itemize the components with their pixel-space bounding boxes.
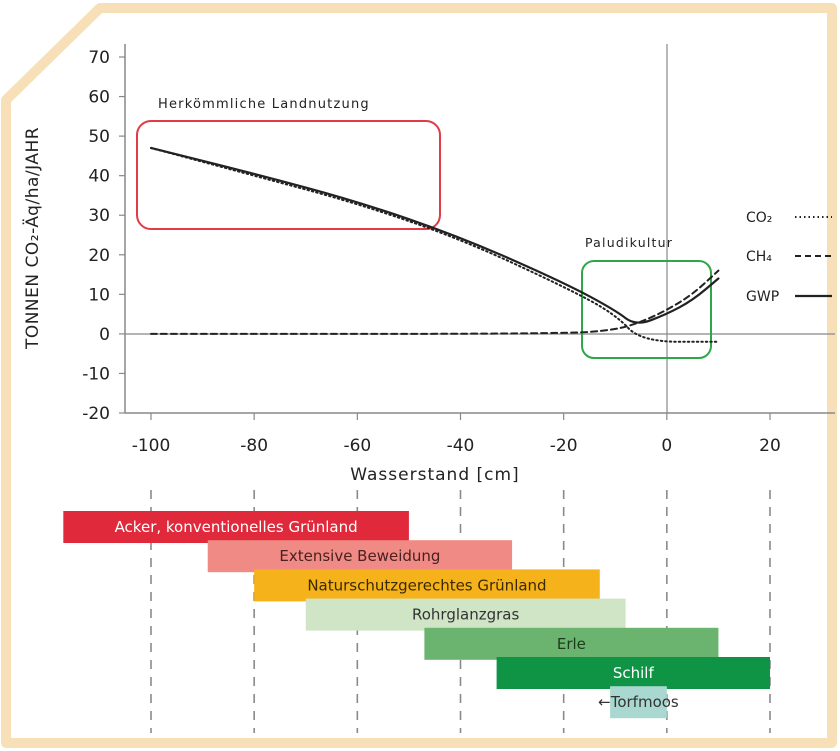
land-use-label: Erle xyxy=(557,635,586,653)
paludi-box xyxy=(581,260,712,359)
y-tick-label: 60 xyxy=(88,88,110,108)
paludi-label: Paludikultur xyxy=(585,235,673,250)
land-use-label: Acker, konventionelles Grünland xyxy=(115,518,358,536)
land-use-label: Naturschutzgerechtes Grünland xyxy=(307,576,546,594)
y-tick-label: 50 xyxy=(88,127,110,147)
land-use-bar xyxy=(424,627,719,660)
x-tick-label: -100 xyxy=(132,436,171,456)
x-tick-label: -80 xyxy=(240,436,268,456)
y-tick-label: 40 xyxy=(88,167,110,187)
y-tick-label: 10 xyxy=(88,285,110,305)
y-axis-label: TONNEN CO₂-Äq/ha/JAHR xyxy=(22,127,43,350)
x-tick-label: -20 xyxy=(550,436,578,456)
land-use-label: Rohrglanzgras xyxy=(412,606,519,624)
y-tick-label: 0 xyxy=(99,325,110,345)
conventional-label: Herkömmliche Landnutzung xyxy=(158,97,370,112)
legend-label: CH₄ xyxy=(746,249,772,265)
legend: CO₂ CH₄ GWP xyxy=(746,210,832,305)
series-line-co xyxy=(150,146,720,343)
land-use-bar xyxy=(254,569,600,602)
x-axis-label: Wasserstand [cm] xyxy=(350,465,519,485)
y-tick-label: 30 xyxy=(88,206,110,226)
land-use-bar xyxy=(63,511,409,543)
x-tick-label: 20 xyxy=(759,436,781,456)
land-use-bar xyxy=(207,540,513,573)
land-use-label: Extensive Beweidung xyxy=(279,547,440,565)
y-tick-label: 20 xyxy=(88,246,110,266)
tick-group: 70 60 50 40 30 20 10 0 -10 -20 -100 -80 -60 -40 -20 0 20 xyxy=(82,48,781,456)
x-tick-label: -40 xyxy=(447,436,475,456)
land-use-label: Schilf xyxy=(613,664,655,682)
land-use-bar xyxy=(305,598,626,631)
y-tick-label: -10 xyxy=(82,364,110,384)
conventional-box xyxy=(136,120,441,230)
legend-label: CO₂ xyxy=(746,210,772,226)
legend-label: GWP xyxy=(746,289,779,305)
land-use-bar xyxy=(496,657,770,689)
land-use-bars: Acker, konventionelles Grünland Extensive… xyxy=(63,511,770,719)
frame-border xyxy=(1,3,837,748)
land-use-label: ←Torfmoos xyxy=(598,693,679,711)
y-tick-label: 70 xyxy=(88,48,110,68)
x-tick-label: 0 xyxy=(661,436,672,456)
y-tick-label: -20 xyxy=(82,404,110,424)
series-group xyxy=(149,146,720,343)
series-line-ch xyxy=(150,269,720,335)
land-use-bar xyxy=(610,686,667,719)
series-line-gwp xyxy=(149,146,720,324)
x-tick-label: -60 xyxy=(343,436,371,456)
